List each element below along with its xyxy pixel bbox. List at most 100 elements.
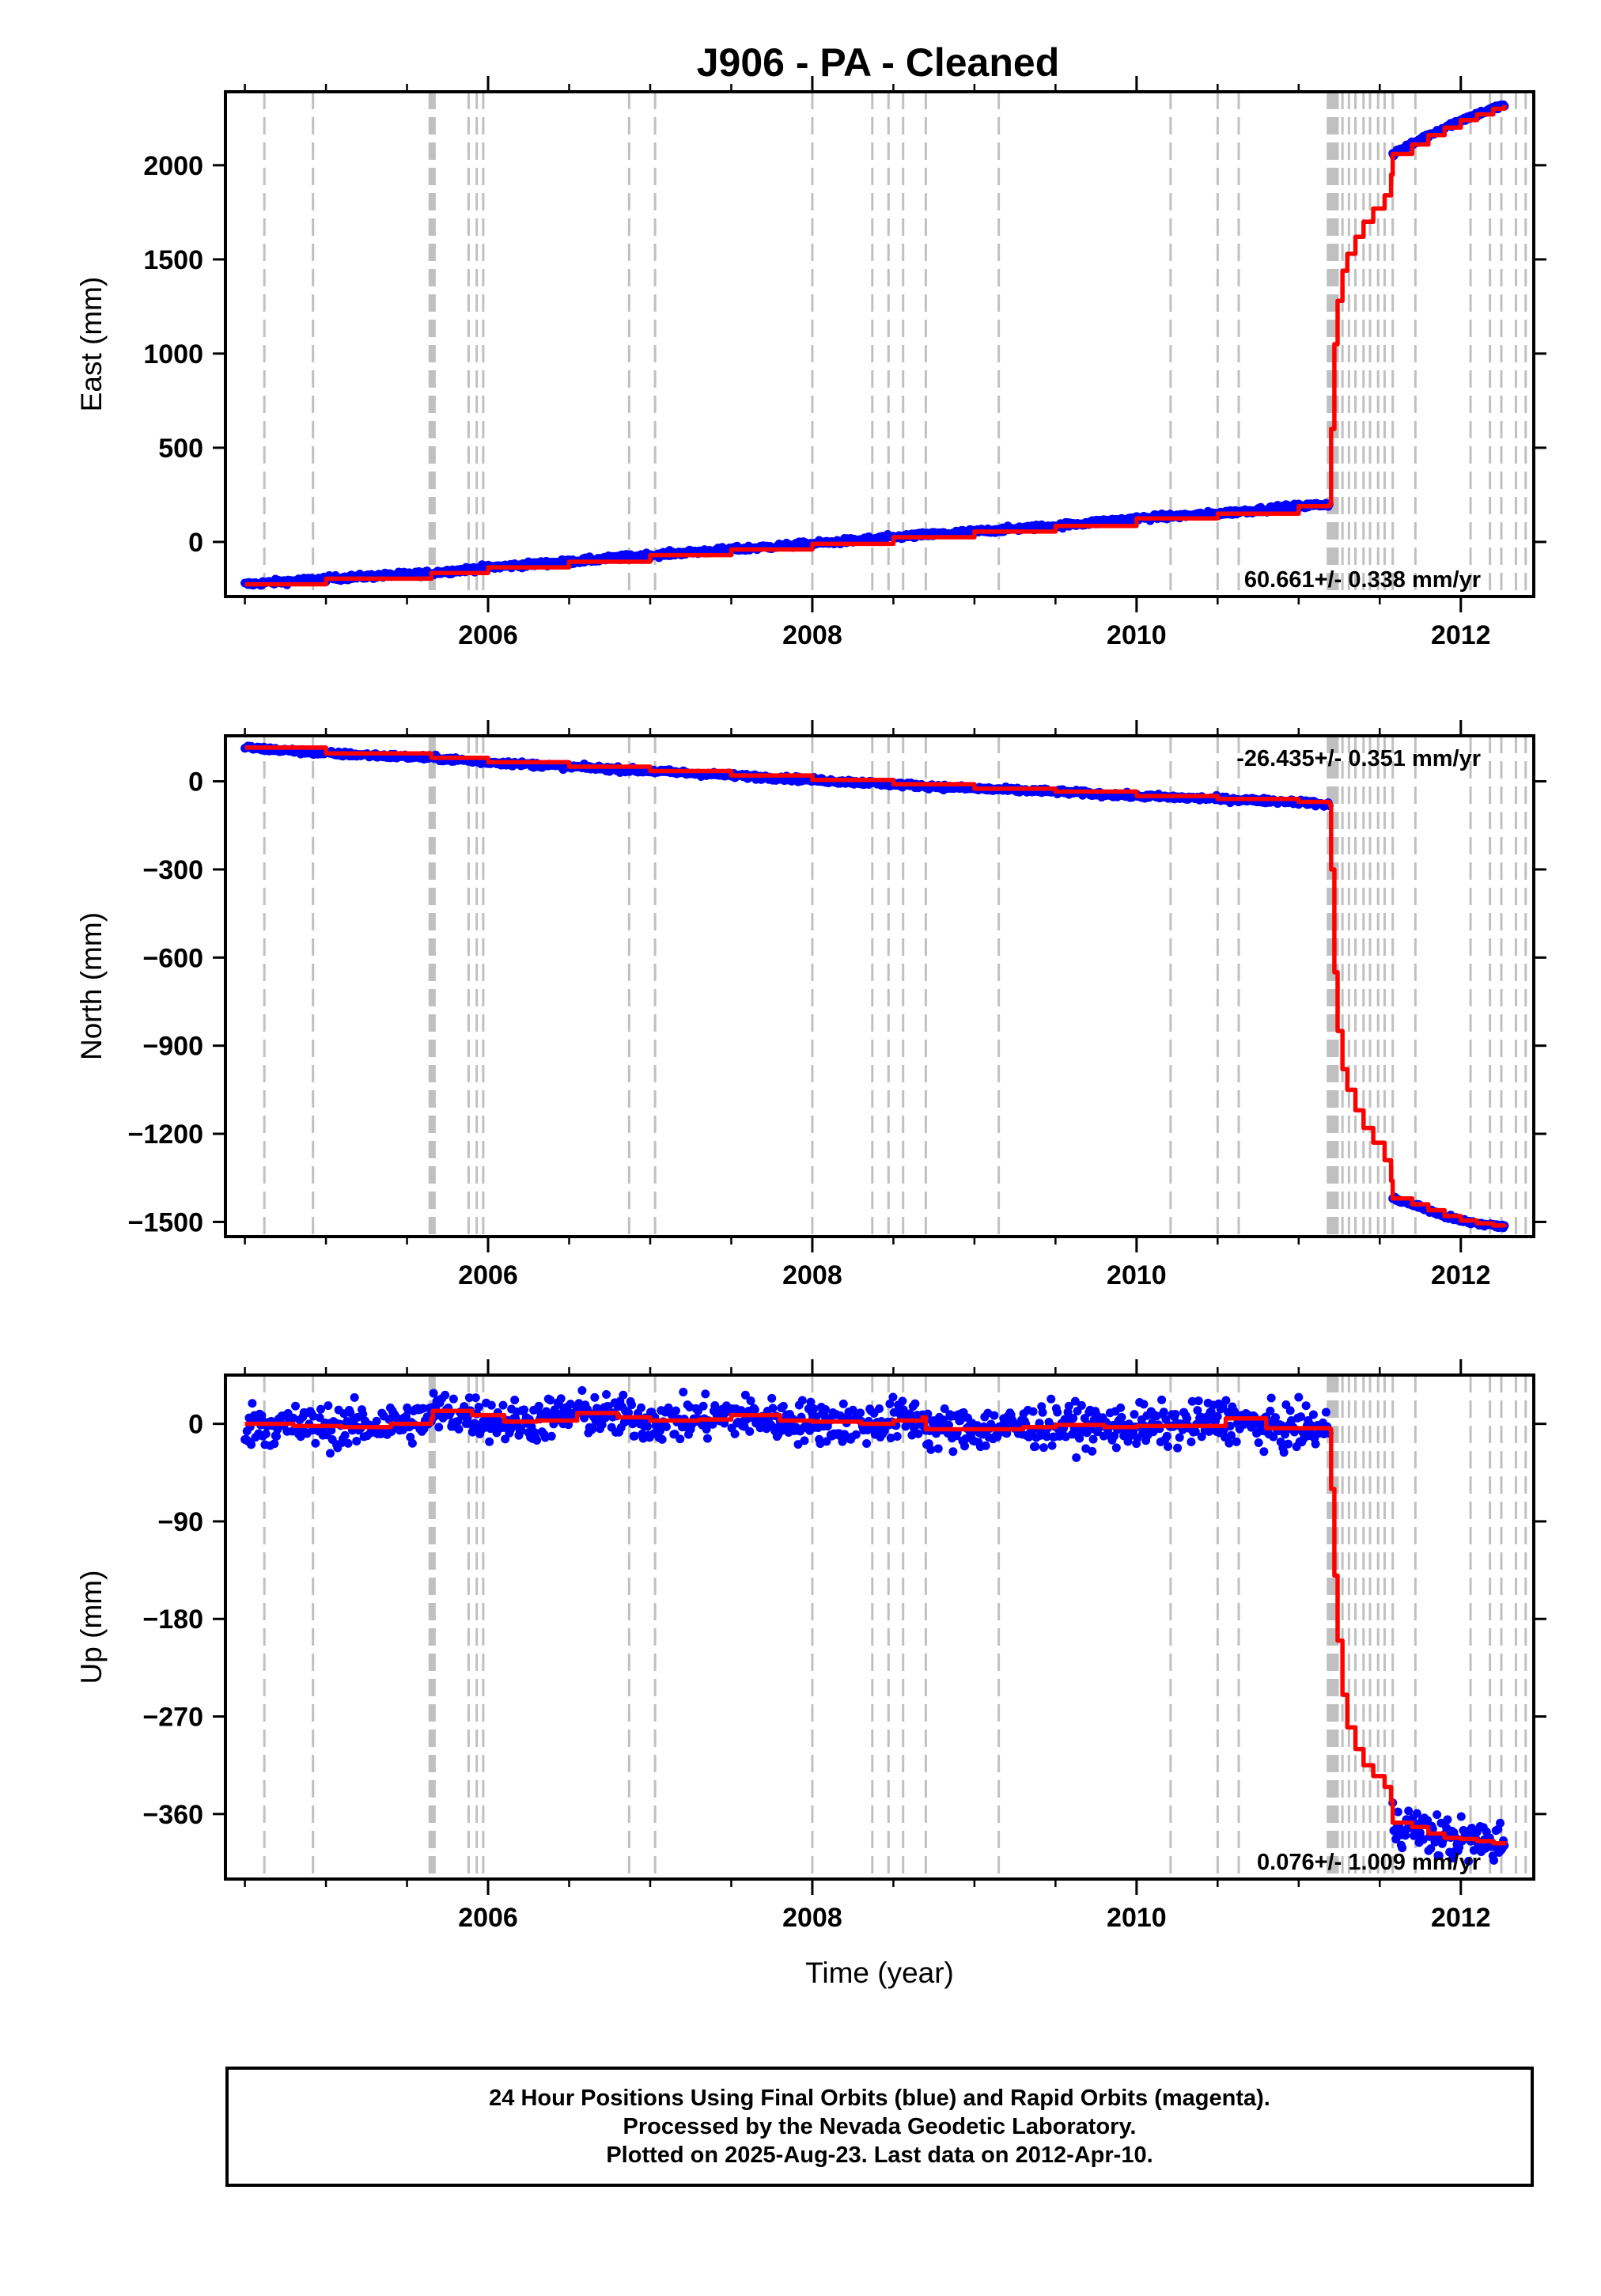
scatter-point	[1047, 1394, 1056, 1404]
rate-annotation: 0.076+/- 1.009 mm/yr	[1257, 1850, 1481, 1875]
scatter-point	[701, 1389, 710, 1399]
scatter-point	[1064, 1401, 1073, 1411]
scatter-point	[812, 1412, 821, 1422]
scatter-point	[619, 1390, 628, 1400]
scatter-point	[474, 1402, 483, 1411]
scatter-point	[822, 1437, 831, 1446]
scatter-point	[1311, 1439, 1320, 1449]
scatter-point	[1266, 1393, 1276, 1403]
scatter-point	[914, 1429, 923, 1438]
panels-layer: 2006 2008 2010 2012 0 500 1000 1500 2000 East (mm…	[75, 76, 1546, 1933]
scatter-point	[316, 1404, 326, 1414]
scatter-point	[486, 1400, 496, 1410]
scatter-point	[1296, 1412, 1305, 1422]
footer-line-3: Plotted on 2025-Aug-23. Last data on 201…	[606, 2143, 1153, 2168]
scatter-point	[248, 1399, 257, 1408]
scatter-point	[1053, 1408, 1062, 1417]
scatter-point	[1259, 1447, 1269, 1457]
x-tick-label: 2010	[1107, 1260, 1167, 1290]
scatter-point	[343, 1438, 353, 1448]
scatter-point	[1398, 1843, 1407, 1853]
y-tick-label: 2000	[143, 151, 203, 181]
scatter-point	[1412, 1809, 1421, 1818]
scatter-point	[1187, 1437, 1196, 1446]
y-tick-label: 0	[188, 767, 203, 798]
scatter-point	[324, 1401, 333, 1411]
y-axis-label: East (mm)	[75, 277, 108, 412]
scatter-point	[1164, 1442, 1173, 1451]
scatter-point	[454, 1424, 464, 1434]
scatter-point	[1254, 1438, 1263, 1447]
scatter-point	[1456, 1812, 1466, 1821]
scatter-point	[630, 1431, 640, 1441]
scatter-point	[1443, 1815, 1452, 1824]
x-tick-label: 2010	[1107, 1903, 1167, 1933]
scatter-point	[885, 1399, 895, 1408]
scatter-point	[532, 1435, 542, 1445]
scatter-point	[856, 1408, 865, 1418]
scatter-point	[702, 1434, 712, 1443]
scatter-point	[1070, 1396, 1080, 1406]
scatter-point	[768, 1404, 778, 1413]
scatter-point	[1069, 1414, 1078, 1423]
scatter-point	[498, 1400, 508, 1410]
scatter-point	[501, 1434, 510, 1444]
scatter-point	[862, 1438, 872, 1448]
y-axis-label: Up (mm)	[75, 1570, 108, 1684]
y-tick-label: −270	[142, 1703, 203, 1733]
scatter-point	[1496, 1818, 1505, 1828]
scatter-point	[1175, 1433, 1184, 1442]
scatter-point	[471, 1393, 480, 1403]
scatter-point	[898, 1396, 907, 1406]
scatter-point	[1139, 1400, 1149, 1409]
scatter-point	[875, 1404, 884, 1414]
scatter-point	[1294, 1392, 1304, 1402]
x-tick-label: 2008	[782, 1260, 842, 1290]
scatter-point	[926, 1445, 936, 1454]
panel-frame	[224, 90, 1535, 598]
y-tick-label: −90	[157, 1507, 203, 1537]
scatter-point	[736, 1406, 746, 1415]
scatter-point	[580, 1413, 589, 1423]
scatter-point	[838, 1399, 848, 1408]
scatter-point	[1047, 1441, 1057, 1450]
scatter-point	[679, 1388, 688, 1397]
scatter-point	[270, 1439, 279, 1449]
scatter-point	[767, 1393, 777, 1403]
scatter-point	[1193, 1406, 1202, 1415]
scatter-point	[485, 1437, 494, 1446]
scatter-point	[627, 1400, 637, 1410]
model-trace-line	[244, 104, 1507, 587]
scatter-point	[434, 1423, 444, 1432]
scatter-point	[566, 1400, 575, 1409]
scatter-point	[590, 1392, 600, 1402]
x-tick-label: 2006	[458, 1260, 518, 1290]
scatter-point	[534, 1401, 543, 1411]
scatter-point	[291, 1401, 301, 1411]
scatter-point	[657, 1434, 667, 1444]
scatter-point	[624, 1408, 634, 1417]
scatter-point	[948, 1447, 958, 1457]
scatter-point	[809, 1404, 819, 1414]
scatter-point	[1393, 1807, 1402, 1817]
scatter-point	[1269, 1432, 1278, 1442]
scatter-point	[1489, 1855, 1499, 1865]
scatter-point	[1187, 1396, 1197, 1406]
scatter-point	[326, 1449, 335, 1458]
scatter-point	[1099, 1431, 1108, 1441]
scatter-point	[1426, 1844, 1436, 1854]
x-tick-label: 2008	[782, 1903, 842, 1933]
scatter-point	[340, 1430, 350, 1440]
scatter-point	[1194, 1396, 1203, 1406]
scatter-point	[643, 1422, 653, 1431]
scatter-point	[661, 1422, 671, 1431]
scatter-point	[577, 1385, 587, 1395]
scatter-point	[1206, 1407, 1216, 1416]
panel-1: 2006 2008 2010 2012 0 500 1000 1500 2000 East (mm…	[75, 76, 1546, 650]
scatter-point	[746, 1396, 755, 1405]
scatter-point	[547, 1431, 556, 1441]
scatter-point	[1171, 1410, 1180, 1419]
scatter-point	[821, 1405, 831, 1415]
model-trace-line	[244, 1408, 1507, 1846]
scatter-point	[1039, 1443, 1048, 1453]
